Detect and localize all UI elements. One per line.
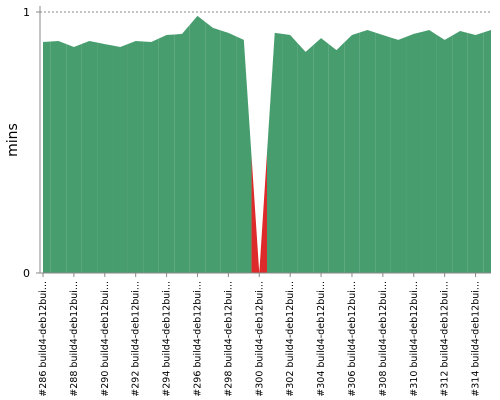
area-segment <box>436 34 453 273</box>
x-tick-label: #312 build4-deb12bui... <box>440 281 451 397</box>
area-segment <box>483 30 491 273</box>
area-segment <box>251 152 267 273</box>
x-tick-label: #288 build4-deb12bui... <box>69 281 80 397</box>
area-segment <box>282 33 298 274</box>
x-tick-label: #310 build4-deb12bui... <box>409 281 420 397</box>
area-segment <box>158 34 175 273</box>
area-segment <box>43 41 51 274</box>
x-tick-label: #302 build4-deb12bui... <box>285 281 296 397</box>
area-segment <box>112 43 128 273</box>
area-segment <box>421 30 437 273</box>
area-segment <box>344 32 360 274</box>
area-segment <box>236 36 252 273</box>
area-segment <box>50 40 67 273</box>
x-tick-label: #298 build4-deb12bui... <box>223 281 234 397</box>
x-tick-label: #296 build4-deb12bui... <box>192 281 203 397</box>
area-segment <box>220 30 237 274</box>
area-segment <box>313 38 329 273</box>
x-tick-label: #306 build4-deb12bui... <box>347 281 358 397</box>
area-segment <box>189 15 206 273</box>
area-segment <box>127 40 144 273</box>
area-segment <box>174 24 190 274</box>
x-tick-label: #292 build4-deb12bui... <box>131 281 142 397</box>
y-axis-label: mins <box>5 123 21 157</box>
y-tick-label: 1 <box>23 6 30 19</box>
area-segment <box>81 40 98 273</box>
x-tick-label: #286 build4-deb12bui... <box>38 281 49 397</box>
area-segment <box>359 30 376 273</box>
x-tick-label: #300 build4-deb12bui... <box>254 281 265 397</box>
area-segment <box>467 32 484 274</box>
area-segment <box>267 32 283 273</box>
x-tick-label: #314 build4-deb12bui... <box>471 281 482 397</box>
area-segment <box>66 43 82 273</box>
area-segment <box>97 42 113 273</box>
x-tick-label: #290 build4-deb12bui... <box>100 281 111 397</box>
area-segment <box>375 32 391 274</box>
x-tick-label: #304 build4-deb12bui... <box>316 281 327 397</box>
y-tick-label: 0 <box>23 267 30 280</box>
area-segment <box>390 36 407 273</box>
area-segment <box>406 31 422 274</box>
x-tick-label: #308 build4-deb12bui... <box>378 281 389 397</box>
area-segment <box>205 21 221 273</box>
area-segment <box>297 43 314 273</box>
area-segment <box>328 42 345 273</box>
x-tick-label: #294 build4-deb12bui... <box>162 281 173 397</box>
area-segment <box>452 31 468 274</box>
area-segment <box>143 38 159 273</box>
